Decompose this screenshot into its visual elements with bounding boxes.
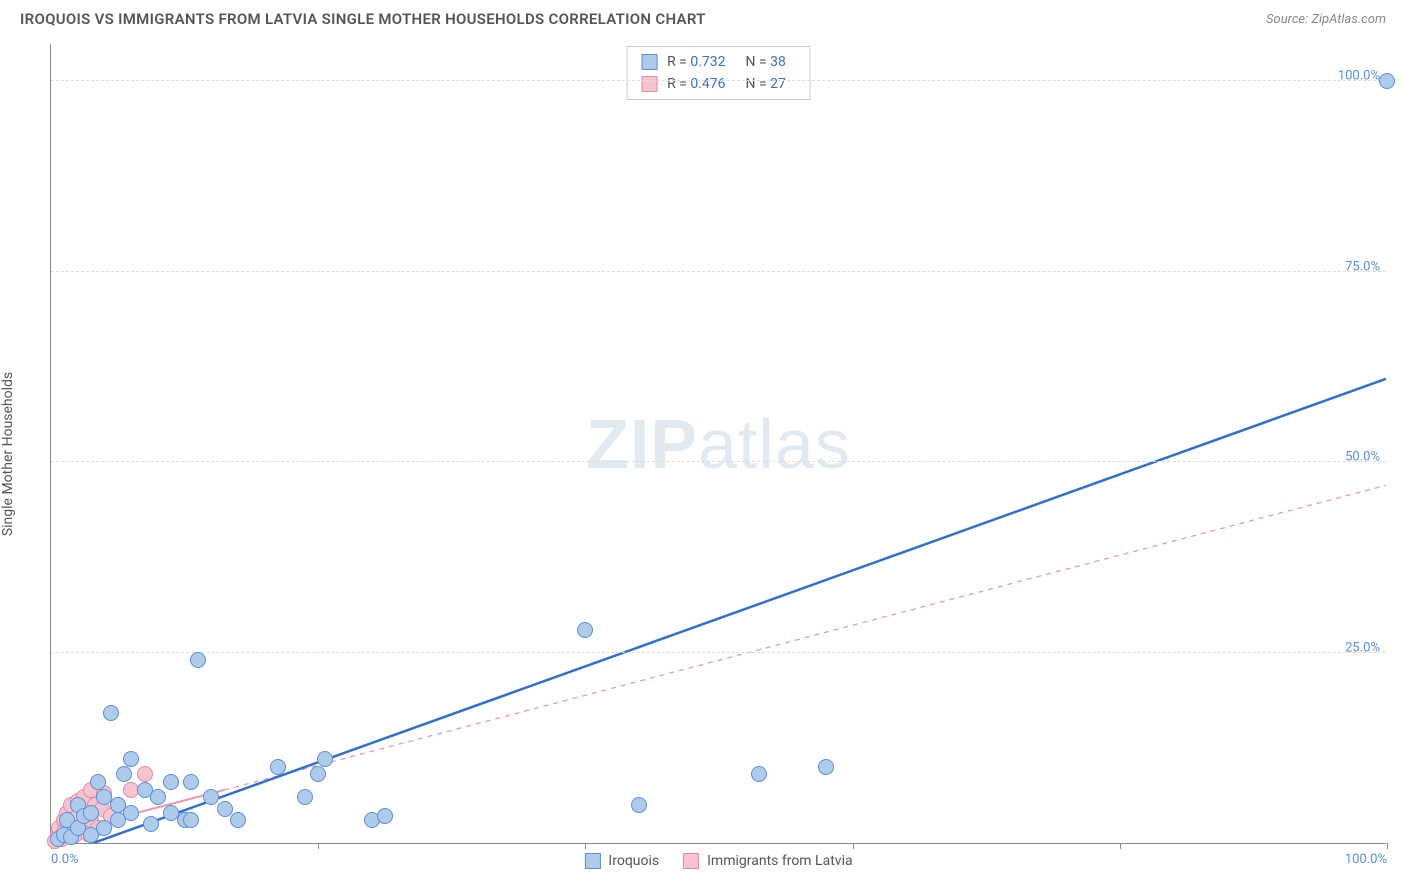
data-point-s1 xyxy=(103,705,119,721)
data-point-s1 xyxy=(190,652,206,668)
r-value-s2: 0.476 xyxy=(690,76,725,92)
source-prefix: Source: xyxy=(1266,12,1311,27)
x-tick xyxy=(853,843,854,849)
data-point-s1 xyxy=(270,759,286,775)
data-point-s1 xyxy=(377,808,393,824)
stats-row-s2: R = 0.476 N = 27 xyxy=(627,73,810,95)
gridline-h xyxy=(51,271,1386,272)
data-point-s1 xyxy=(217,801,233,817)
data-point-s1 xyxy=(150,789,166,805)
series-legend: Iroquois Immigrants from Latvia xyxy=(584,853,852,869)
x-tick-label-max: 100.0% xyxy=(1345,852,1387,867)
data-point-s1 xyxy=(83,805,99,821)
x-tick xyxy=(318,843,319,849)
chart-title: IROQUOIS VS IMMIGRANTS FROM LATVIA SINGL… xyxy=(20,10,706,28)
x-tick xyxy=(1120,843,1121,849)
legend-swatch-s1 xyxy=(584,853,600,869)
legend-item-s1: Iroquois xyxy=(584,853,659,869)
data-point-s1 xyxy=(163,774,179,790)
watermark: ZIPatlas xyxy=(586,404,851,484)
swatch-s2 xyxy=(641,76,657,92)
x-tick xyxy=(585,843,586,849)
data-point-s2 xyxy=(137,766,153,782)
data-point-s1 xyxy=(317,751,333,767)
data-point-s1 xyxy=(203,789,219,805)
watermark-bold: ZIP xyxy=(586,405,698,483)
n-label: N = xyxy=(746,54,767,70)
r-value-s1: 0.732 xyxy=(690,54,725,70)
y-axis-label: Single Mother Households xyxy=(0,372,16,536)
y-tick-label: 50.0% xyxy=(1345,450,1380,465)
scatter-chart: ZIPatlas R = 0.732 N = 38 R = 0.476 N = … xyxy=(50,44,1386,844)
stats-legend: R = 0.732 N = 38 R = 0.476 N = 27 xyxy=(626,46,811,100)
n-label: N = xyxy=(746,76,767,92)
y-tick-label: 25.0% xyxy=(1345,640,1380,655)
data-point-s1 xyxy=(751,766,767,782)
gridline-h xyxy=(51,80,1386,81)
data-point-s1 xyxy=(310,766,326,782)
gridline-h xyxy=(51,652,1386,653)
n-value-s1: 38 xyxy=(770,54,786,70)
data-point-s1 xyxy=(818,759,834,775)
data-point-s1 xyxy=(90,774,106,790)
y-tick-label: 75.0% xyxy=(1345,259,1380,274)
x-tick-label-min: 0.0% xyxy=(51,852,79,867)
chart-header: IROQUOIS VS IMMIGRANTS FROM LATVIA SINGL… xyxy=(0,0,1406,34)
data-point-s1 xyxy=(116,766,132,782)
source-name: ZipAtlas.com xyxy=(1311,12,1386,27)
stats-row-s1: R = 0.732 N = 38 xyxy=(627,51,810,73)
legend-label-s2: Immigrants from Latvia xyxy=(707,853,852,869)
source-attribution: Source: ZipAtlas.com xyxy=(1266,12,1386,27)
n-value-s2: 27 xyxy=(770,76,786,92)
data-point-s1 xyxy=(577,622,593,638)
data-point-s1 xyxy=(1379,73,1395,89)
data-point-s1 xyxy=(230,812,246,828)
swatch-s1 xyxy=(641,54,657,70)
legend-item-s2: Immigrants from Latvia xyxy=(683,853,852,869)
data-point-s1 xyxy=(631,797,647,813)
gridline-h xyxy=(51,461,1386,462)
trend-lines xyxy=(51,44,1386,843)
data-point-s1 xyxy=(183,774,199,790)
data-point-s1 xyxy=(123,805,139,821)
data-point-s1 xyxy=(123,751,139,767)
r-label: R = xyxy=(667,76,687,92)
watermark-rest: atlas xyxy=(698,405,851,483)
data-point-s1 xyxy=(143,816,159,832)
legend-swatch-s2 xyxy=(683,853,699,869)
r-label: R = xyxy=(667,54,687,70)
data-point-s1 xyxy=(297,789,313,805)
data-point-s1 xyxy=(183,812,199,828)
legend-label-s1: Iroquois xyxy=(608,853,659,869)
y-tick-label: 100.0% xyxy=(1338,69,1380,84)
x-tick xyxy=(1387,843,1388,849)
